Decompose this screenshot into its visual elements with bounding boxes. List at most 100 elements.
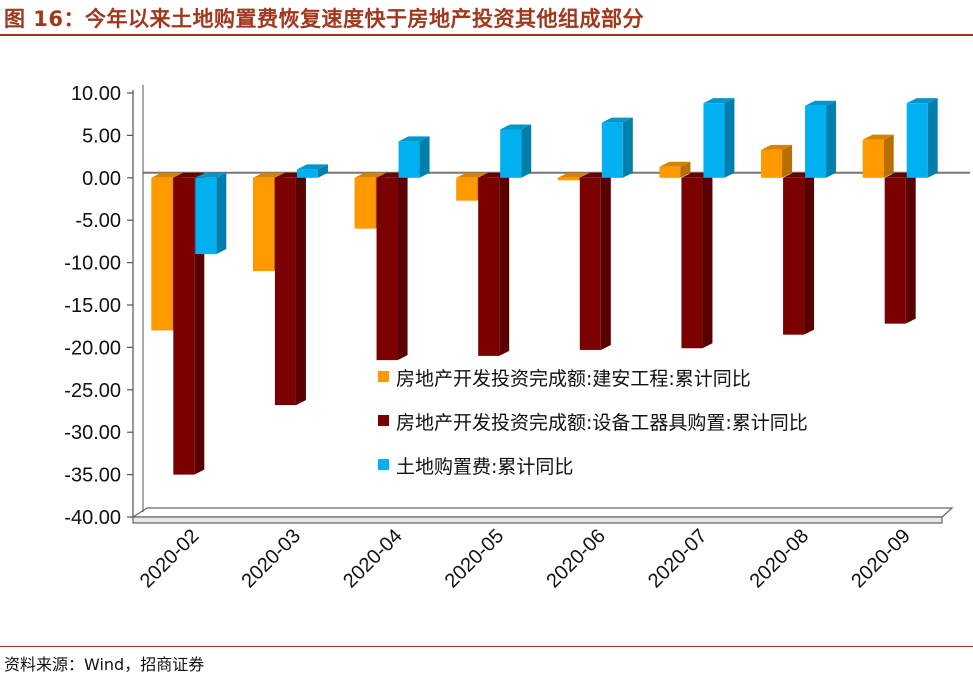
bar-front-face [274,177,296,406]
bar-top-face [500,124,532,130]
y-tick-label: 0.00 [82,168,121,190]
bar-side-face [521,124,532,178]
y-tick-label: -15.00 [64,295,121,317]
bar-side-face [905,172,916,324]
x-tick-label: 2020-05 [441,525,508,592]
bar-front-face [862,139,884,178]
bar-0-2020-09 [862,134,894,178]
bar-side-face [680,161,691,178]
bar-side-face [317,164,328,178]
bar-front-face [173,177,195,475]
bar-front-face [252,177,274,272]
bar-side-face [622,117,633,178]
bar-side-face [419,136,430,178]
bar-2-2020-08 [805,100,837,178]
y-tick-label: 5.00 [82,125,121,147]
bar-top-face [456,172,488,178]
bar-top-face [805,100,837,106]
x-tick-label: 2020-04 [339,525,406,592]
footer-divider [0,646,973,647]
bar-side-face [804,172,815,335]
bar-1-2020-05 [478,172,510,356]
chart-floor-edge [132,516,943,524]
bar-front-face [151,177,173,331]
bar-2-2020-04 [398,136,430,178]
bar-2-2020-03 [296,164,328,178]
y-tick-label: -20.00 [64,337,121,359]
bar-chart: 10.00 5.00 0.00 -5.00 -10.00 -15.00 -20.00 -25.… [64,83,970,592]
bar-top-face [398,136,430,142]
y-tick-label: 10.00 [71,83,121,105]
bar-front-face [884,177,906,324]
bar-front-face [601,122,623,178]
bar-side-face [397,172,408,361]
bar-2-2020-07 [703,98,735,178]
y-tick-label: -35.00 [64,465,121,487]
bar-front-face [456,177,478,201]
bar-top-face [252,172,284,178]
bar-side-face [883,134,894,178]
bar-0-2020-07 [659,161,691,178]
legend-item: 房地产开发投资完成额:建安工程:累计同比 [378,368,751,390]
y-tick-label: -10.00 [64,253,121,275]
bar-front-face [703,103,725,178]
bar-1-2020-07 [681,172,713,349]
bar-top-face [601,117,633,123]
legend-item: 土地购置费:累计同比 [378,456,573,478]
title-divider [0,34,973,36]
y-tick-label: -25.00 [64,380,121,402]
legend-label: 房地产开发投资完成额:建安工程:累计同比 [396,368,751,390]
bar-1-2020-04 [376,172,408,361]
bar-side-face [600,172,611,350]
bar-top-face [862,134,894,140]
x-tick-label: 2020-06 [542,525,609,592]
bar-top-face [195,172,227,178]
x-tick-label: 2020-07 [644,525,711,592]
bar-side-face [216,172,227,255]
source-note: 资料来源：Wind，招商证券 [4,655,205,674]
legend: 房地产开发投资完成额:建安工程:累计同比房地产开发投资完成额:设备工器具购置:累… [378,368,808,478]
x-axis: 2020-02 2020-03 2020-04 2020-05 2020-06 2020-… [136,525,915,592]
bar-top-face [703,98,735,104]
bars [151,98,938,475]
bar-side-face [295,172,306,406]
bar-top-face [151,172,183,178]
legend-swatch [378,459,389,470]
bar-top-face [173,172,205,178]
bar-front-face [783,177,805,335]
legend-item: 房地产开发投资完成额:设备工器具购置:累计同比 [378,412,808,434]
bar-front-face [659,166,681,178]
legend-label: 房地产开发投资完成额:设备工器具购置:累计同比 [396,412,808,434]
bar-top-face [906,98,938,104]
bar-front-face [557,177,579,181]
legend-swatch [378,371,389,382]
chart-title: 图 16：今年以来土地购置费恢复速度快于房地产投资其他组成部分 [4,7,645,31]
bar-2-2020-05 [500,124,532,178]
bar-side-face [499,172,510,356]
bar-front-face [354,177,376,229]
y-axis: 10.00 5.00 0.00 -5.00 -10.00 -15.00 -20.00 -25.… [64,83,144,529]
x-tick-label: 2020-02 [136,525,203,592]
bar-top-face [354,172,386,178]
bar-front-face [579,177,601,350]
bar-top-face [296,164,328,170]
bar-front-face [805,105,827,178]
bar-1-2020-03 [274,172,306,406]
bar-2-2020-09 [906,98,938,178]
bar-front-face [500,129,522,178]
x-tick-label: 2020-09 [847,525,914,592]
legend-swatch [378,415,389,426]
bar-1-2020-08 [783,172,815,335]
bar-1-2020-09 [884,172,916,324]
y-tick-label: -40.00 [64,507,121,529]
x-tick-label: 2020-03 [238,525,305,592]
bar-front-face [906,103,928,178]
bar-top-face [761,144,793,150]
bar-front-face [681,177,703,349]
bar-front-face [761,149,783,178]
bar-0-2020-08 [761,144,793,178]
bar-side-face [782,144,793,178]
bar-2-2020-02 [195,172,227,255]
bar-front-face [478,177,500,356]
bar-front-face [195,177,217,255]
